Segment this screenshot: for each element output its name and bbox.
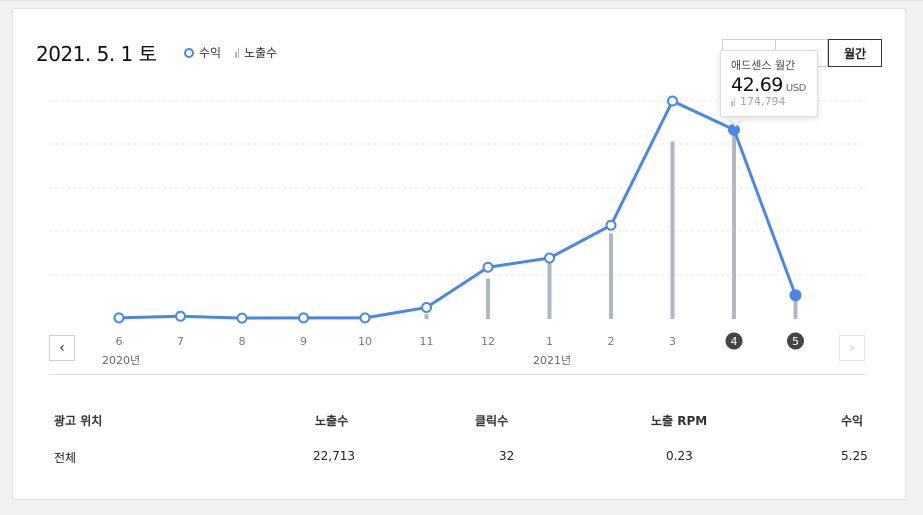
tooltip-value: 42.69 USD [731,74,807,96]
revenue-point[interactable] [113,312,125,324]
x-tick-label: 8 [239,335,246,348]
cell-impressions: 22,713 [313,449,355,463]
cell-position: 전체 [54,451,77,465]
chart-legend: 수익 노출수 [184,44,291,61]
x-tick-label: 5 [792,335,799,348]
monthly-button[interactable]: 월간 [828,39,882,67]
x-tick-label: 7 [177,335,184,348]
report-date: 2021. 5. 1 토 [36,42,157,66]
x-tick-label: 9 [300,335,307,348]
cell-rpm: 0.23 [666,449,693,463]
tooltip-impressions: 174,794 [731,95,807,108]
cell-clicks: 32 [499,449,515,463]
impressions-bar [424,314,429,319]
tooltip-title: 애드센스 월간 [731,59,796,72]
x-tick-label: 11 [420,335,434,348]
revenue-point[interactable] [544,252,555,264]
x-tick-label: 6 [116,335,123,348]
prev-button[interactable]: ‹ [49,335,75,361]
header-clicks: 클릭수 [475,414,509,428]
impressions-bar [486,278,490,319]
x-tick-label: 10 [358,335,372,348]
year-label-2021: 2021년 [533,354,572,367]
impressions-bar [670,141,675,319]
x-tick-label: 2 [608,335,615,348]
tooltip-impressions-value: 174,794 [740,95,786,108]
x-tick-label: 1 [546,335,553,348]
cell-revenue: 5.25 [841,449,868,463]
year-label-2020: 2020년 [102,354,141,367]
chart-tooltip: 애드센스 월간 42.69 USD 174,794 [720,50,818,117]
selected-month-marker[interactable] [725,332,743,350]
tooltip-unit: USD [785,83,806,94]
table-divider [49,374,866,375]
legend-revenue-label: 수익 [199,46,222,60]
impressions-bar [609,233,613,319]
revenue-point[interactable] [605,219,617,231]
bar-marker-icon [731,97,735,106]
bar-marker-icon [235,47,240,58]
header-rpm: 노출 RPM [651,414,708,428]
impressions-bar [732,119,736,319]
revenue-point[interactable] [667,95,678,107]
revenue-point[interactable] [298,312,309,324]
revenue-point[interactable] [482,261,494,273]
legend-impressions-label: 노출수 [244,46,278,60]
impressions-bar [547,253,552,319]
tooltip-value-number: 42.69 [731,74,783,96]
selected-month-marker[interactable] [787,332,804,350]
next-button[interactable]: › [839,335,865,361]
x-tick-label: 4 [731,335,738,348]
x-tick-label: 12 [481,335,495,348]
circle-marker-icon [184,47,194,58]
impressions-bar [793,290,798,319]
legend-impressions: 노출수 [235,44,277,61]
header-revenue: 수익 [841,414,864,428]
header-ad-position: 광고 위치 [54,414,103,428]
revenue-point[interactable] [789,289,802,302]
revenue-point[interactable] [175,310,186,322]
revenue-point[interactable] [236,312,248,324]
revenue-point[interactable] [421,301,432,313]
revenue-point[interactable] [359,312,371,324]
x-tick-label: 3 [669,335,676,348]
legend-revenue: 수익 [184,44,221,61]
revenue-line [118,99,797,320]
header-impressions: 노출수 [315,414,349,428]
